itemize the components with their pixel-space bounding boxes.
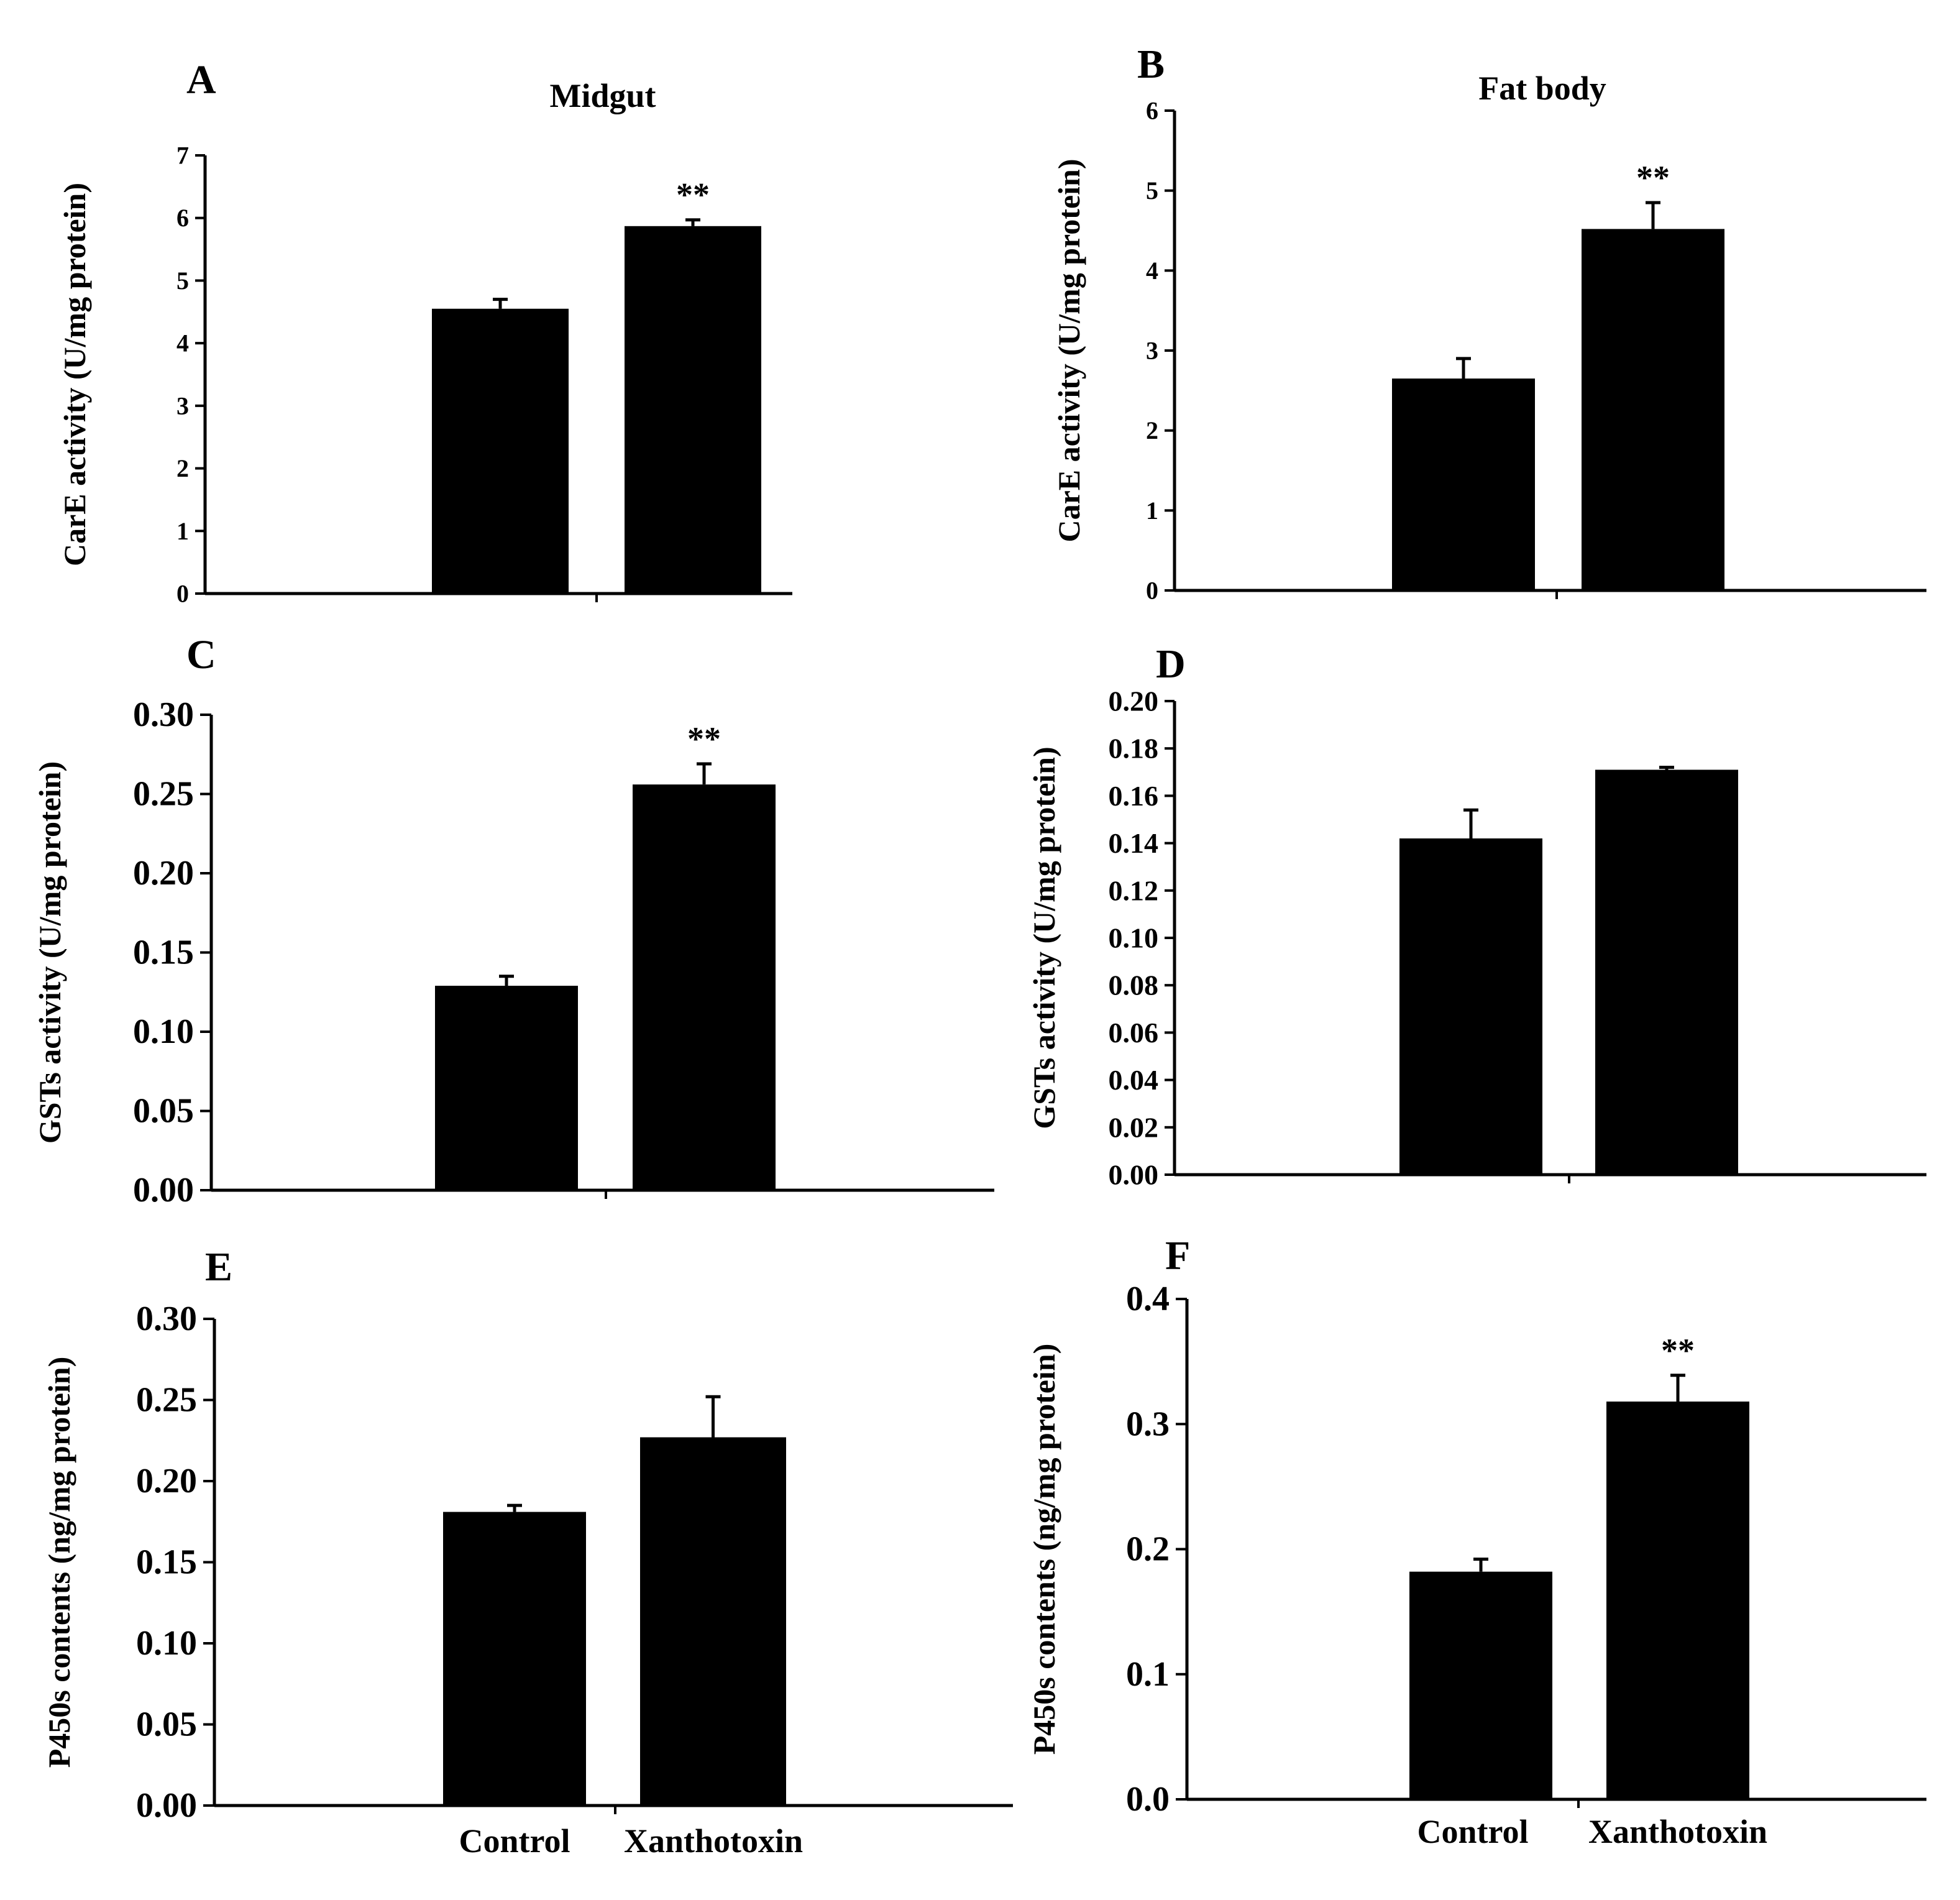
y-tick-label: 0.12 xyxy=(1109,874,1159,906)
y-tick-label: 0.20 xyxy=(1109,686,1159,717)
panel-c: C GSTs activity (U/mg protein) 0.00 0.05 0.1… xyxy=(32,632,994,1209)
panel-b: B CarE activity (U/mg protein) 0 1 2 3 4 5 6 ** xyxy=(1051,42,1926,605)
y-tick-label: 2 xyxy=(176,454,189,482)
y-axis-label: P450s contents (ng/mg protein) xyxy=(1027,1344,1061,1755)
bar-control xyxy=(1399,838,1542,1175)
x-category-label-xanthotoxin: Xanthotoxin xyxy=(1588,1813,1767,1850)
y-tick-label: 0.05 xyxy=(136,1705,197,1744)
y-tick-label: 0.06 xyxy=(1109,1017,1159,1049)
y-tick-label: 0.04 xyxy=(1109,1064,1159,1096)
y-tick-label: 0 xyxy=(176,580,189,608)
bar-control xyxy=(435,986,578,1190)
panel-e: E P450s contents (ng/mg protein) 0.00 0.05 0… xyxy=(42,1244,1013,1825)
y-tick-label: 0.00 xyxy=(133,1171,194,1209)
y-tick-label: 0 xyxy=(1146,577,1158,605)
y-tick-label: 2 xyxy=(1146,416,1158,444)
y-tick-label: 0.10 xyxy=(136,1624,197,1663)
panel-f: F P450s contents (ng/mg protein) 0.0 0.1 0.2… xyxy=(1027,1233,1926,1819)
panel-letter: C xyxy=(186,632,216,677)
y-axis-label: GSTs activity (U/mg protein) xyxy=(1027,746,1061,1129)
y-tick-label: 0.15 xyxy=(136,1543,197,1582)
bar-xanthotoxin xyxy=(1582,229,1724,591)
y-tick-label: 0.10 xyxy=(1109,922,1159,954)
y-tick-label: 3 xyxy=(1146,337,1158,365)
bar-control xyxy=(432,308,569,594)
y-tick-label: 0.20 xyxy=(136,1462,197,1500)
y-tick-label: 1 xyxy=(176,517,189,545)
y-axis-label: P450s contents (ng/mg protein) xyxy=(42,1357,76,1768)
x-category-label-xanthotoxin: Xanthotoxin xyxy=(624,1822,803,1860)
y-tick-label: 0.05 xyxy=(133,1092,194,1131)
y-tick-label: 0.3 xyxy=(1126,1405,1170,1443)
y-tick-label: 0.25 xyxy=(136,1381,197,1420)
panel-letter: E xyxy=(205,1244,232,1290)
y-tick-label: 0.16 xyxy=(1109,780,1159,812)
bar-control xyxy=(1409,1571,1552,1799)
y-tick-label: 0.30 xyxy=(133,695,194,734)
y-tick-label: 0.14 xyxy=(1109,827,1159,859)
column-title-fat-body: Fat body xyxy=(1478,70,1606,107)
significance-marker: ** xyxy=(1636,159,1670,196)
y-tick-label: 0.25 xyxy=(133,775,194,814)
y-tick-label: 0.4 xyxy=(1126,1280,1170,1318)
y-tick-label: 0.15 xyxy=(133,934,194,972)
y-tick-label: 6 xyxy=(176,204,189,232)
bar-xanthotoxin xyxy=(1606,1402,1749,1799)
bar-xanthotoxin xyxy=(1595,769,1738,1175)
panel-letter: B xyxy=(1137,42,1165,87)
y-tick-label: 7 xyxy=(176,142,189,170)
y-tick-label: 0.10 xyxy=(133,1012,194,1051)
panel-letter: A xyxy=(186,57,216,103)
bar-xanthotoxin xyxy=(625,226,761,594)
y-axis-label: CarE activity (U/mg protein) xyxy=(57,183,92,566)
y-tick-label: 3 xyxy=(176,392,189,420)
y-tick-label: 0.20 xyxy=(133,854,194,893)
y-tick-label: 0.00 xyxy=(136,1786,197,1825)
y-tick-label: 5 xyxy=(176,267,189,295)
y-tick-label: 4 xyxy=(1146,257,1158,285)
y-tick-label: 1 xyxy=(1146,497,1158,525)
y-tick-label: 0.02 xyxy=(1109,1111,1159,1143)
y-axis-label: CarE activity (U/mg protein) xyxy=(1051,158,1086,542)
y-tick-label: 0.08 xyxy=(1109,970,1159,1001)
panel-a: A CarE activity (U/mg protein) 0 1 2 3 4 5 6 7 ** xyxy=(57,57,792,608)
column-title-midgut: Midgut xyxy=(549,77,656,114)
bar-control xyxy=(443,1512,586,1806)
x-category-label-control: Control xyxy=(459,1822,570,1860)
y-tick-label: 5 xyxy=(1146,177,1158,204)
y-tick-label: 6 xyxy=(1146,97,1158,125)
y-tick-label: 0.0 xyxy=(1126,1780,1170,1819)
panel-letter: D xyxy=(1156,641,1186,687)
bar-control xyxy=(1392,379,1535,590)
y-tick-label: 0.00 xyxy=(1109,1159,1159,1191)
y-tick-label: 4 xyxy=(176,329,189,357)
x-category-label-control: Control xyxy=(1417,1813,1528,1850)
significance-marker: ** xyxy=(687,720,721,758)
significance-marker: ** xyxy=(1661,1332,1695,1369)
significance-marker: ** xyxy=(676,177,710,214)
y-tick-label: 0.1 xyxy=(1126,1655,1170,1694)
bar-xanthotoxin xyxy=(640,1437,786,1806)
y-tick-label: 0.18 xyxy=(1109,733,1159,764)
y-tick-label: 0.2 xyxy=(1126,1530,1170,1569)
y-tick-label: 0.30 xyxy=(136,1300,197,1338)
y-axis-label: GSTs activity (U/mg protein) xyxy=(32,761,67,1144)
panel-letter: F xyxy=(1165,1233,1190,1278)
bar-xanthotoxin xyxy=(633,784,776,1190)
panel-d: D GSTs activity (U/mg protein) 0.00 0.02 0.0… xyxy=(1027,641,1926,1191)
